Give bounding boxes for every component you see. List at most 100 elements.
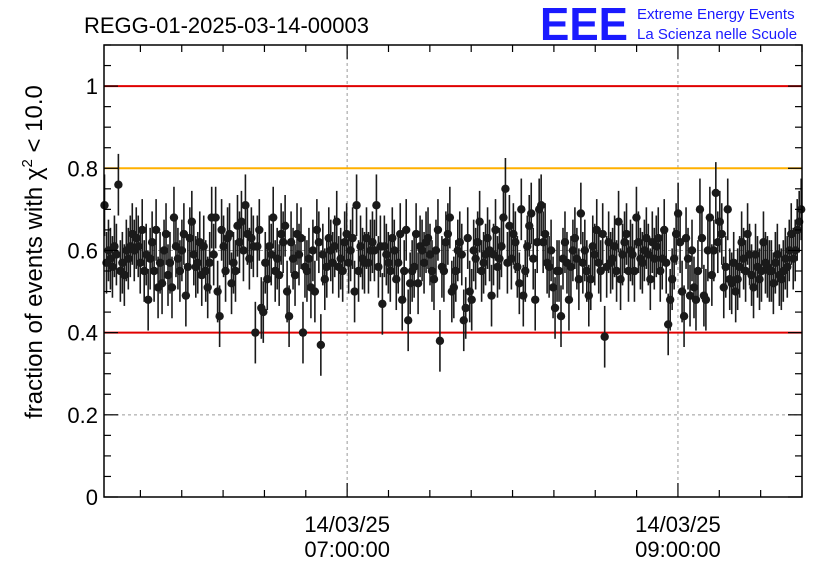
data-point xyxy=(435,336,445,346)
data-point xyxy=(713,238,723,247)
data-point xyxy=(455,238,464,247)
data-point xyxy=(294,250,304,259)
data-point xyxy=(449,283,459,292)
data-point xyxy=(149,266,159,276)
data-point xyxy=(388,233,397,243)
data-point xyxy=(378,299,387,309)
data-point xyxy=(114,180,123,189)
data-point xyxy=(241,201,250,210)
data-point xyxy=(346,246,355,255)
data-point xyxy=(136,258,145,267)
data-point xyxy=(769,279,778,288)
data-point xyxy=(263,275,272,284)
data-point xyxy=(320,275,330,284)
data-point xyxy=(711,188,721,198)
data-point xyxy=(771,258,780,267)
data-point xyxy=(441,238,451,247)
data-point xyxy=(566,262,576,272)
data-point xyxy=(475,217,484,226)
data-point xyxy=(723,205,732,214)
data-point xyxy=(580,246,590,255)
data-point xyxy=(741,266,750,276)
data-point xyxy=(511,238,520,247)
data-point xyxy=(298,328,308,337)
data-point xyxy=(600,332,609,341)
data-point xyxy=(513,262,522,272)
data-point xyxy=(654,233,663,243)
data-point xyxy=(737,238,746,247)
data-point xyxy=(536,201,546,210)
data-point xyxy=(382,250,391,259)
data-point xyxy=(108,262,117,272)
data-point xyxy=(372,201,381,210)
data-point xyxy=(630,266,639,276)
data-point xyxy=(749,283,758,292)
chart-title: REGG-01-2025-03-14-00003 xyxy=(84,13,369,38)
data-point xyxy=(163,270,173,280)
data-point xyxy=(274,270,284,280)
data-point xyxy=(715,217,724,226)
data-point xyxy=(560,238,570,247)
data-point xyxy=(155,258,165,267)
data-point xyxy=(582,266,592,276)
data-point xyxy=(487,291,496,300)
data-point xyxy=(201,266,210,276)
data-point xyxy=(491,225,500,235)
data-point xyxy=(352,201,361,210)
data-point xyxy=(318,250,328,259)
axis-ticks xyxy=(104,44,803,498)
data-point xyxy=(157,279,167,288)
data-point xyxy=(632,213,641,222)
data-point xyxy=(276,229,286,239)
data-point xyxy=(652,242,661,251)
data-point xyxy=(427,266,437,276)
data-point xyxy=(219,242,228,251)
data-point xyxy=(193,258,202,267)
data-point xyxy=(693,266,703,276)
data-point xyxy=(229,258,238,267)
data-point xyxy=(423,233,433,243)
logo-line-2: La Scienza nelle Scuole xyxy=(637,26,797,43)
data-point xyxy=(215,312,224,321)
data-point xyxy=(461,303,470,313)
data-point xyxy=(173,254,183,263)
data-point xyxy=(781,254,790,263)
data-point xyxy=(314,238,324,247)
data-point xyxy=(463,233,472,243)
data-point xyxy=(167,283,177,292)
data-point xyxy=(612,266,621,276)
data-point xyxy=(594,258,603,267)
data-point xyxy=(386,266,395,276)
data-point xyxy=(409,262,419,272)
data-point xyxy=(237,217,246,226)
data-point xyxy=(527,209,536,218)
y-tick-label: 0.6 xyxy=(67,238,98,263)
data-point xyxy=(159,246,169,255)
data-point xyxy=(261,258,270,267)
y-tick-label: 1 xyxy=(86,74,98,99)
data-point xyxy=(296,233,306,243)
data-point xyxy=(469,246,478,255)
data-point xyxy=(396,229,405,239)
data-point xyxy=(280,221,290,230)
data-point xyxy=(663,320,673,329)
data-point xyxy=(209,250,218,259)
eee-logo: EEE Extreme Energy Events La Scienza nel… xyxy=(540,0,797,50)
data-point xyxy=(316,340,326,350)
data-point xyxy=(519,291,528,300)
data-point xyxy=(628,250,637,259)
data-point xyxy=(272,254,282,263)
data-point xyxy=(368,238,377,247)
data-point xyxy=(340,238,349,247)
data-point xyxy=(459,316,468,325)
data-point xyxy=(112,250,121,259)
data-point xyxy=(548,283,558,292)
data-point xyxy=(429,275,439,284)
data-point xyxy=(689,283,699,292)
data-point xyxy=(330,242,339,251)
data-point xyxy=(336,254,345,263)
data-point xyxy=(707,270,717,280)
data-point xyxy=(669,254,679,263)
data-point xyxy=(646,275,655,284)
